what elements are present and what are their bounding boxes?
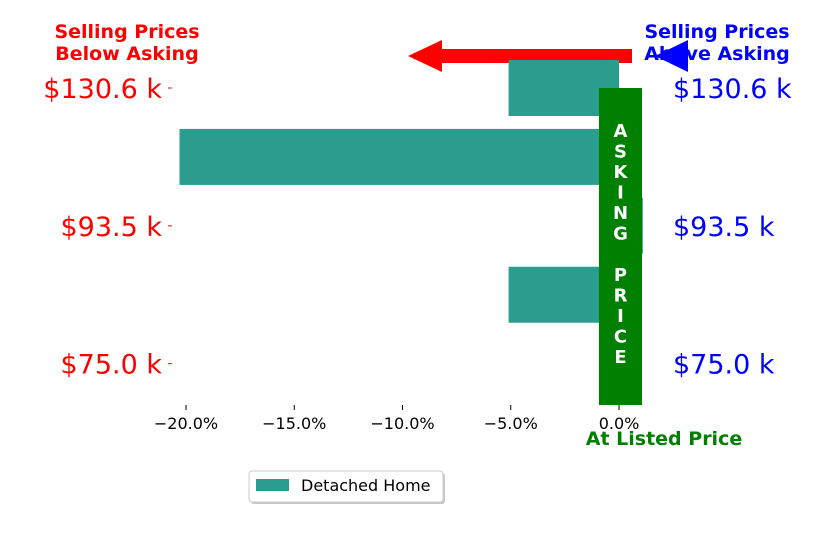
x-tick-label-2: −10.0% (370, 414, 434, 433)
band-letter-1: S (614, 142, 627, 163)
below-asking-label-line2: Below Asking (55, 43, 198, 65)
band-letter-6: P (614, 265, 627, 286)
band-letter-4: N (613, 203, 628, 224)
right-arrow-icon (655, 40, 688, 72)
band-letter-2: K (614, 162, 629, 183)
bar-group (179, 60, 643, 323)
x-tick-label-1: −15.0% (262, 414, 326, 433)
band-letter-5: G (613, 224, 628, 245)
y-tick-label-left-1: $93.5 k (60, 212, 162, 243)
band-letter-9: C (614, 327, 627, 348)
bar-2 (179, 128, 620, 185)
x-tick-label-4: 0.0% (599, 414, 640, 433)
y-tick-label-right-0: $75.0 k (673, 350, 775, 381)
y-tick-label-left-0: $75.0 k (60, 350, 162, 381)
legend: Detached Home (248, 470, 445, 504)
x-tick-label-0: −20.0% (154, 414, 218, 433)
band-letter-3: I (617, 183, 624, 204)
y-axis-left: $75.0 k $93.5 k $130.6 k (43, 74, 172, 381)
band-letter-7: R (614, 286, 628, 307)
y-tick-label-left-2: $130.6 k (43, 74, 162, 105)
x-tick-label-3: −5.0% (484, 414, 538, 433)
x-axis: −20.0% −15.0% −10.0% −5.0% 0.0% (154, 405, 639, 433)
y-tick-label-right-2: $130.6 k (673, 74, 792, 105)
legend-swatch (256, 479, 289, 491)
below-asking-label-line1: Selling Prices (54, 21, 199, 43)
above-asking-label-line1: Selling Prices (644, 21, 789, 43)
band-letter-0: A (614, 121, 628, 142)
y-axis-right: $75.0 k $93.5 k $130.6 k (673, 74, 792, 381)
asking-price-band (599, 88, 642, 405)
listed-price-label: At Listed Price (586, 428, 742, 450)
legend-label: Detached Home (301, 476, 431, 495)
legend-box (248, 470, 444, 503)
band-letter-10: E (614, 347, 626, 368)
band-letter-8: I (617, 306, 624, 327)
left-arrow-icon (408, 40, 632, 72)
y-tick-label-right-1: $93.5 k (673, 212, 775, 243)
